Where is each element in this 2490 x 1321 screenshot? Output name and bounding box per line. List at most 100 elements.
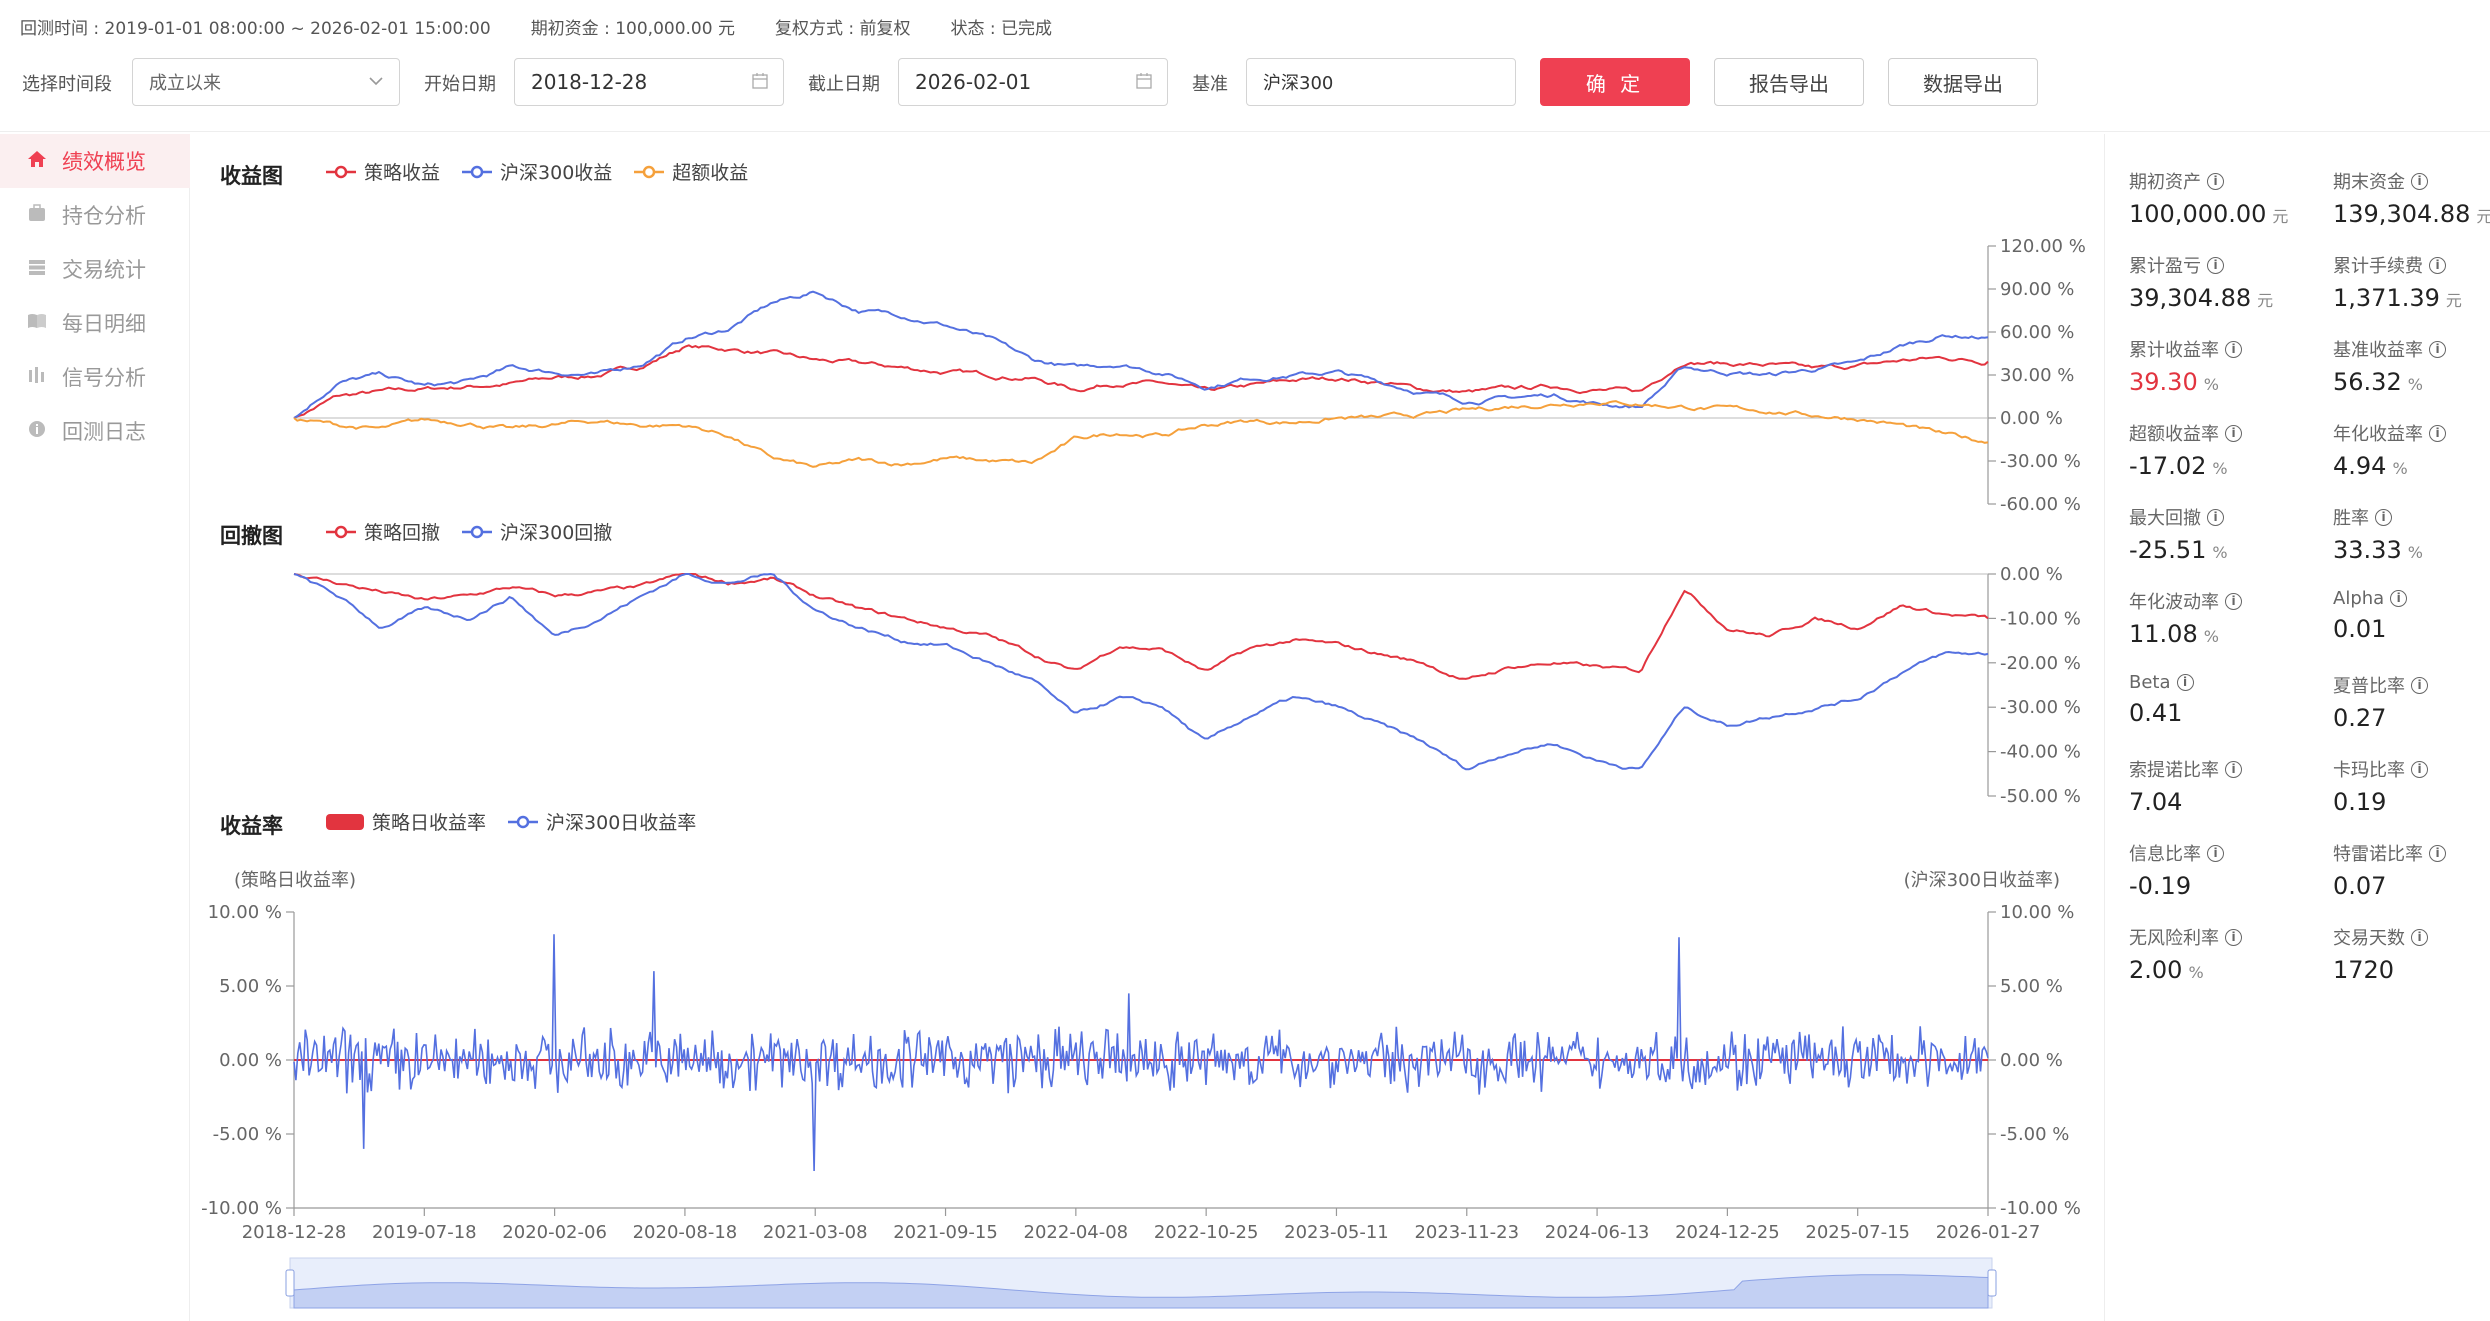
y-tick-label: -60.00 % (2000, 494, 2081, 515)
y-tick-label: 120.00 % (2000, 236, 2086, 257)
metric-item: 索提诺比率 i 7.04 (2129, 756, 2319, 816)
sidebar-item-performance[interactable]: 绩效概览 (0, 134, 190, 188)
x-tick-label: 2019-07-18 (372, 1222, 477, 1243)
x-tick-label: 2024-12-25 (1675, 1222, 1780, 1243)
confirm-button[interactable]: 确 定 (1540, 58, 1690, 106)
legend-item-strategy-dd[interactable]: 策略回撤 (326, 518, 440, 545)
metric-value: 0.27 (2333, 704, 2387, 732)
adjust-mode: 复权方式 : 前复权 (774, 18, 911, 39)
metric-value: 1720 (2333, 956, 2395, 984)
info-icon[interactable]: i (2207, 172, 2224, 190)
series-line-1 (293, 573, 1989, 680)
metric-item: 年化波动率 i 11.08% (2129, 588, 2319, 648)
info-icon[interactable]: i (2225, 340, 2242, 358)
info-icon[interactable]: i (2207, 508, 2224, 526)
backtest-status: 状态 : 已完成 (950, 18, 1053, 39)
y-tick-label-left: -10.00 % (201, 1198, 282, 1219)
zoom-handle-right[interactable] (1987, 1269, 1997, 1297)
legend-label: 沪深300日收益率 (546, 812, 697, 834)
info-icon[interactable]: i (2225, 424, 2242, 442)
metric-label: 期初资产 i (2129, 168, 2319, 194)
info-icon[interactable]: i (2207, 256, 2224, 274)
metric-value: 11.08% (2129, 620, 2219, 648)
start-date-input[interactable]: 2018-12-28 (514, 58, 784, 106)
info-icon[interactable]: i (2207, 844, 2224, 862)
y-tick-label: -30.00 % (2000, 451, 2081, 472)
y-tick-label-right: 5.00 % (2000, 976, 2063, 997)
info-icon[interactable]: i (2429, 256, 2446, 274)
info-icon[interactable]: i (2411, 172, 2428, 190)
returns-legend[interactable]: 策略收益 沪深300收益 超额收益 (326, 158, 770, 185)
chevron-down-icon (367, 72, 385, 95)
metric-value: 139,304.88 元 (2333, 200, 2490, 228)
home-icon (22, 149, 52, 174)
export-report-button[interactable]: 报告导出 (1714, 58, 1864, 106)
info-icon[interactable]: i (2411, 760, 2428, 778)
legend-item-benchmark[interactable]: 沪深300收益 (462, 158, 612, 185)
x-tick-label: 2022-10-25 (1154, 1222, 1259, 1243)
metric-item: 夏普比率 i 0.27 (2333, 672, 2490, 732)
backtest-info-bar: 回测时间 : 2019-01-01 08:00:00 ~ 2026-02-01 … (0, 0, 2490, 52)
sidebar-item-label: 绩效概览 (62, 150, 146, 174)
y-tick-label-left: -5.00 % (213, 1124, 282, 1145)
legend-item-strategy-daily[interactable]: 策略日收益率 (326, 808, 486, 835)
info-icon[interactable]: i (2390, 590, 2408, 607)
info-icon[interactable]: i (2375, 508, 2392, 526)
sidebar-item-holdings[interactable]: 持仓分析 (0, 188, 190, 242)
metric-value: 0.41 (2129, 699, 2183, 727)
daily-returns-legend[interactable]: 策略日收益率 沪深300日收益率 (326, 808, 718, 835)
metric-value: -0.19 (2129, 872, 2192, 900)
metric-value: 7.04 (2129, 788, 2183, 816)
sidebar-item-trades[interactable]: 交易统计 (0, 242, 190, 296)
period-select-value: 成立以来 (149, 73, 221, 94)
sidebar-item-label: 交易统计 (62, 258, 146, 282)
legend-item-excess[interactable]: 超额收益 (634, 158, 748, 185)
series-line-1 (293, 344, 1989, 419)
metric-label: 索提诺比率 i (2129, 756, 2319, 782)
metric-label: 最大回撤 i (2129, 504, 2319, 530)
sidebar-item-daily[interactable]: 每日明细 (0, 296, 190, 350)
metric-item: 胜率 i 33.33% (2333, 504, 2490, 564)
info-icon[interactable]: i (2225, 592, 2242, 610)
info-icon[interactable]: i (2429, 340, 2446, 358)
calendar-icon[interactable] (751, 72, 769, 95)
info-icon[interactable]: i (2429, 424, 2446, 442)
info-icon[interactable]: i (2225, 760, 2242, 778)
metrics-panel: 期初资产 i 100,000.00 元 期末资金 i 139,304.88 元累计盈亏 i 39,… (2104, 134, 2490, 1321)
y-tick-label: 0.00 % (2000, 408, 2063, 429)
drawdown-legend[interactable]: 策略回撤 沪深300回撤 (326, 518, 634, 545)
sidebar-item-logs[interactable]: 回测日志 (0, 404, 190, 458)
returns-chart-title: 收益图 (220, 164, 283, 188)
metric-item: 累计手续费 i 1,371.39 元 (2333, 252, 2490, 312)
y-tick-label-right: -5.00 % (2000, 1124, 2069, 1145)
metric-label: 无风险利率 i (2129, 924, 2319, 950)
x-tick-label: 2022-04-08 (1024, 1222, 1129, 1243)
benchmark-label: 基准 (1192, 74, 1228, 95)
legend-item-benchmark-dd[interactable]: 沪深300回撤 (462, 518, 612, 545)
metric-label: Beta i (2129, 672, 2319, 693)
y-tick-label: -40.00 % (2000, 742, 2081, 763)
zoom-handle-left[interactable] (285, 1269, 295, 1297)
end-date-value: 2026-02-01 (915, 70, 1032, 94)
metric-item: 卡玛比率 i 0.19 (2333, 756, 2490, 816)
benchmark-input[interactable]: 沪深300 (1246, 58, 1516, 106)
info-icon[interactable]: i (2429, 844, 2446, 862)
end-date-input[interactable]: 2026-02-01 (898, 58, 1168, 106)
period-select[interactable]: 成立以来 (132, 58, 400, 106)
legend-item-strategy[interactable]: 策略收益 (326, 158, 440, 185)
y-tick-label-left: 5.00 % (219, 976, 282, 997)
x-tick-label: 2023-11-23 (1414, 1222, 1519, 1243)
legend-item-benchmark-daily[interactable]: 沪深300日收益率 (508, 808, 696, 835)
filter-bar (0, 52, 2490, 132)
right-axis-title: (沪深300日收益率) (1904, 870, 2060, 891)
export-data-button[interactable]: 数据导出 (1888, 58, 2038, 106)
charts-svg[interactable]: 120.00 % 90.00 % 60.00 % 30.00 % 0.00 % -30.0… (192, 134, 2102, 1321)
info-icon[interactable]: i (2411, 676, 2428, 694)
calendar-icon[interactable] (1135, 72, 1153, 95)
info-icon[interactable]: i (2225, 928, 2242, 946)
info-icon[interactable]: i (2176, 674, 2194, 691)
info-icon[interactable]: i (2411, 928, 2428, 946)
series-line-3 (293, 400, 1989, 468)
sidebar-item-signals[interactable]: 信号分析 (0, 350, 190, 404)
daily-returns-chart-title: 收益率 (220, 814, 283, 838)
